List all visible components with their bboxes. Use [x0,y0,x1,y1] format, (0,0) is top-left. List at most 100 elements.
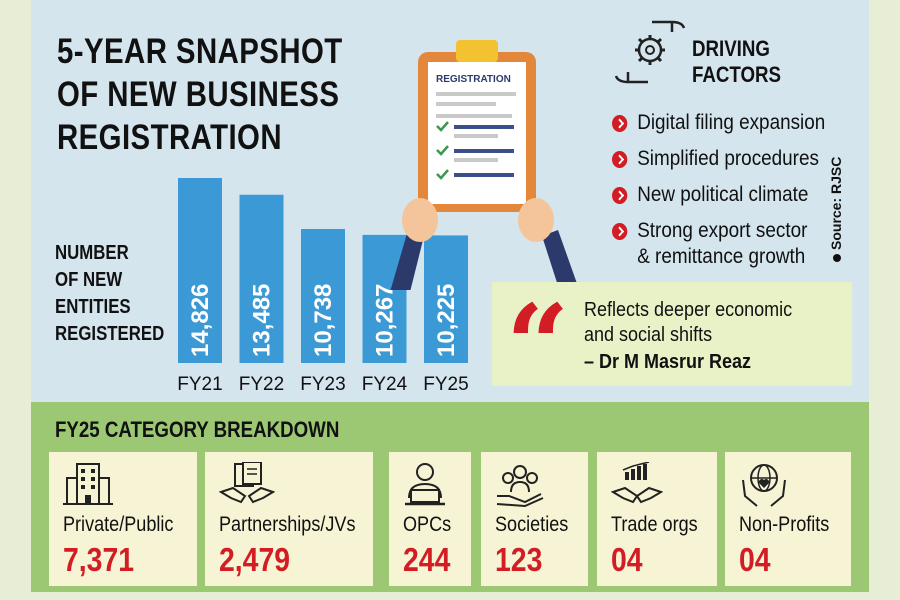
bar-fy23 [301,229,345,363]
chevron-right-icon [612,223,628,240]
list-item: Digital filing expansion [612,110,828,136]
handshake-documents-icon [219,462,275,504]
clipboard-illustration: REGISTRATION [390,40,580,290]
bar-fy25 [424,235,468,363]
category-card: Non-Profits 04 [725,452,851,586]
bar-value-label: 10,267 [372,284,399,357]
category-value: 2,479 [219,541,291,578]
quote-author: – Dr M Masrur Reaz [584,351,752,373]
left-hand [402,198,438,242]
bar-fy21 [178,178,222,363]
factor-text-line2: & remittance growth [637,245,806,268]
quote-box: “ Reflects deeper economic and social sh… [492,282,852,400]
bar-value-label: 13,485 [249,284,276,357]
category-value: 04 [739,541,771,578]
title-line: 5-YEAR SNAPSHOT [57,32,343,71]
category-label: Non-Profits [739,513,830,536]
right-sleeve [542,230,580,290]
category-tick-label: FY25 [423,374,468,395]
factor-text: Digital filing expansion [637,111,826,134]
paper-line [436,102,496,106]
bullet-dot [833,254,842,262]
bar-value-label: 10,225 [433,284,460,357]
bottom-margin [31,592,869,600]
factor-text: New political climate [637,183,809,206]
bar-value-label: 14,826 [187,284,214,357]
quote-icon: “ [506,280,570,409]
y-axis-label: NUMBER OF NEW ENTITIES REGISTERED [55,240,164,348]
bar-fy22 [239,194,284,363]
paper-line [454,125,514,129]
left-margin [0,0,31,600]
category-value: 244 [403,541,451,578]
paper-line [454,149,514,153]
bar-chart: 14,826 FY21 13,485 FY22 10,738 FY23 10,267 FY24… [177,178,469,395]
source-text: Source: RJSC [828,156,844,250]
list-item: New political climate [612,182,828,208]
clipboard-label: REGISTRATION [436,74,511,85]
category-value: 7,371 [63,541,135,578]
paper-line [454,173,514,177]
driving-title-line: DRIVING [692,36,770,61]
breakdown-title: FY25 CATEGORY BREAKDOWN [55,417,340,442]
category-label: Partnerships/JVs [219,513,356,536]
bar-fy24 [362,234,407,363]
handshake-chart-icon [611,462,663,504]
y-label-line: ENTITIES [55,296,131,318]
right-margin [869,0,900,600]
chevron-right-icon [612,187,628,204]
paper-line [454,134,498,138]
check-icon [436,121,449,132]
y-label-line: NUMBER [55,242,129,264]
quote-text: Reflects deeper economic and social shif… [584,298,792,348]
category-tick-label: FY23 [300,374,345,395]
list-item: Simplified procedures [612,146,828,172]
people-hand-icon [496,465,544,508]
check-icon [436,145,449,156]
category-label: Trade orgs [611,513,698,536]
driving-title-line: FACTORS [692,62,782,87]
category-label: OPCs [403,513,452,536]
quote-line: Reflects deeper economic [584,299,793,321]
paper-line [454,158,498,162]
category-card: Trade orgs 04 [597,452,717,586]
quote-line: and social shifts [584,324,713,346]
category-value: 123 [495,541,543,578]
chevron-right-icon [612,151,628,168]
category-tick-label: FY22 [239,374,284,395]
page-title: 5-YEAR SNAPSHOT OF NEW BUSINESS REGISTRA… [57,30,343,159]
category-tick-label: FY24 [362,374,408,395]
factor-text: Simplified procedures [637,147,819,170]
left-sleeve [390,230,424,290]
clipboard-clip [456,40,498,62]
chevron-right-icon [612,115,628,132]
source-note: Source: RJSC [828,157,844,262]
person-laptop-icon [405,463,445,506]
paper-line [436,114,512,118]
title-line: OF NEW BUSINESS [57,75,340,114]
globe-heart-hands-icon [742,464,786,507]
category-tick-label: FY21 [177,374,222,395]
category-value: 04 [611,541,643,578]
paper-line [436,92,516,96]
factor-text: Strong export sector [637,219,808,242]
y-label-line: REGISTERED [55,323,165,345]
bar-value-label: 10,738 [310,284,337,357]
title-line: REGISTRATION [57,118,283,157]
y-label-line: OF NEW [55,269,123,291]
category-label: Private/Public [63,513,174,536]
right-hand [518,198,554,242]
driving-factors-title: DRIVING FACTORS [692,36,781,88]
category-card: OPCs 244 [389,452,471,586]
building-icon [63,463,113,505]
category-label: Societies [495,513,569,536]
category-card: Partnerships/JVs 2,479 [205,452,373,586]
category-card: Societies 123 [481,452,588,586]
category-card: Private/Public 7,371 [49,452,197,586]
driving-factors-list: Digital filing expansion Simplified proc… [612,110,852,280]
check-icon [436,169,449,180]
clipboard-paper [428,62,526,204]
list-item: Strong export sector & remittance growth [612,218,828,270]
gear-hands-icon [614,20,686,84]
